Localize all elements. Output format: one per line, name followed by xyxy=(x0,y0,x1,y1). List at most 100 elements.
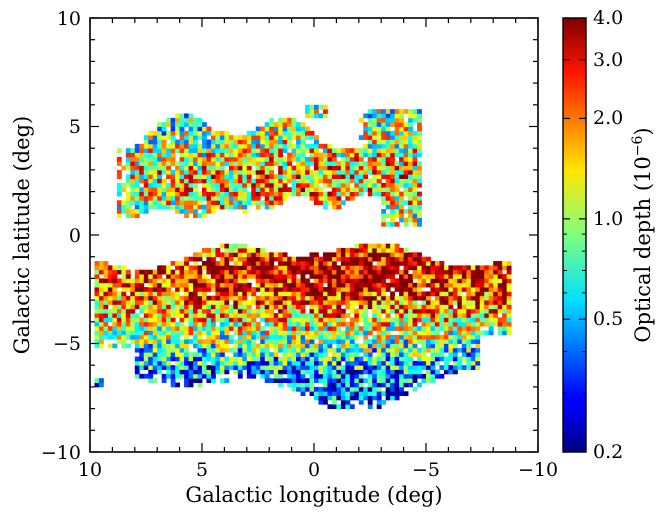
heatmap-cell xyxy=(488,274,494,279)
heatmap-cell xyxy=(475,269,481,275)
heatmap-cell xyxy=(358,295,364,301)
heatmap-cell xyxy=(327,152,333,158)
heatmap-cell xyxy=(148,204,154,210)
heatmap-cell xyxy=(237,278,243,284)
heatmap-cell xyxy=(466,339,472,344)
heatmap-cell xyxy=(233,313,239,318)
heatmap-cell xyxy=(322,304,328,310)
heatmap-cell xyxy=(497,265,503,271)
heatmap-cell xyxy=(157,195,163,201)
heatmap-cell xyxy=(233,243,239,249)
heatmap-cell xyxy=(349,373,355,379)
heatmap-cell xyxy=(443,265,449,271)
heatmap-cell xyxy=(148,308,154,314)
heatmap-cell xyxy=(112,334,118,340)
heatmap-cell xyxy=(219,352,225,357)
heatmap-cell xyxy=(116,339,122,344)
heatmap-cell xyxy=(327,373,333,379)
heatmap-cell xyxy=(175,356,180,362)
heatmap-cell xyxy=(143,148,149,153)
heatmap-cell xyxy=(475,321,481,327)
heatmap-cell xyxy=(331,265,337,271)
heatmap-cell xyxy=(139,317,145,323)
heatmap-cell xyxy=(269,165,275,171)
heatmap-cell xyxy=(287,169,292,175)
heatmap-cell xyxy=(287,135,292,140)
heatmap-cell xyxy=(130,304,136,310)
heatmap-cell xyxy=(246,169,252,175)
heatmap-cell xyxy=(242,135,248,140)
heatmap-cell xyxy=(197,326,203,331)
heatmap-cell xyxy=(242,139,248,145)
heatmap-cell xyxy=(381,365,387,370)
heatmap-cell xyxy=(219,269,225,275)
heatmap-cell xyxy=(300,308,306,314)
heatmap-cell xyxy=(94,321,100,327)
heatmap-cell xyxy=(161,278,167,284)
heatmap-cell xyxy=(134,326,140,331)
heatmap-cell xyxy=(399,143,404,149)
heatmap-cell xyxy=(318,165,324,171)
heatmap-cell xyxy=(291,386,297,392)
heatmap-cell xyxy=(417,373,422,379)
heatmap-cell xyxy=(408,330,413,336)
heatmap-cell xyxy=(139,161,145,166)
heatmap-cell xyxy=(273,161,279,166)
heatmap-cell xyxy=(331,148,337,153)
heatmap-cell xyxy=(287,295,292,301)
heatmap-cell xyxy=(291,304,297,310)
heatmap-cell xyxy=(421,274,427,279)
heatmap-cell xyxy=(202,343,207,349)
heatmap-cell xyxy=(219,313,225,318)
heatmap-cell xyxy=(188,287,194,292)
heatmap-cell xyxy=(134,300,140,305)
heatmap-cell xyxy=(242,295,248,301)
heatmap-cell xyxy=(224,287,230,292)
heatmap-cell xyxy=(331,326,337,331)
heatmap-cell xyxy=(376,326,382,331)
heatmap-cell xyxy=(349,269,355,275)
heatmap-cell xyxy=(219,204,225,210)
heatmap-cell xyxy=(457,347,463,353)
heatmap-cell xyxy=(103,317,109,323)
heatmap-cell xyxy=(287,122,292,127)
heatmap-cell xyxy=(358,317,364,323)
heatmap-cell xyxy=(340,334,346,340)
heatmap-cell xyxy=(237,187,243,192)
heatmap-cell xyxy=(148,356,154,362)
heatmap-cell xyxy=(143,352,149,357)
heatmap-cell xyxy=(269,343,275,349)
heatmap-cell xyxy=(322,308,328,314)
heatmap-cell xyxy=(179,143,185,149)
heatmap-cell xyxy=(358,248,364,253)
heatmap-cell xyxy=(439,291,445,297)
heatmap-cell xyxy=(336,278,342,284)
heatmap-cell xyxy=(98,261,104,266)
heatmap-cell xyxy=(439,308,445,314)
heatmap-cell xyxy=(166,352,172,357)
heatmap-cell xyxy=(421,317,427,323)
heatmap-cell xyxy=(327,148,333,153)
heatmap-cell xyxy=(390,360,396,366)
heatmap-cell xyxy=(210,248,216,253)
heatmap-cell xyxy=(300,386,306,392)
heatmap-cell xyxy=(273,330,279,336)
heatmap-cell xyxy=(103,326,109,331)
heatmap-cell xyxy=(300,122,306,127)
heatmap-cell xyxy=(161,161,167,166)
heatmap-cell xyxy=(336,334,342,340)
heatmap-cell xyxy=(260,165,266,171)
heatmap-cell xyxy=(443,304,449,310)
heatmap-cell xyxy=(193,156,198,162)
heatmap-cell xyxy=(134,278,140,284)
heatmap-cell xyxy=(390,113,396,119)
heatmap-cell xyxy=(143,156,149,162)
heatmap-cell xyxy=(103,313,109,318)
heatmap-cell xyxy=(215,182,221,188)
heatmap-cell xyxy=(116,269,122,275)
heatmap-cell xyxy=(233,195,239,201)
heatmap-cell xyxy=(399,269,404,275)
heatmap-cell xyxy=(497,287,503,292)
heatmap-cell xyxy=(403,391,409,396)
heatmap-cell xyxy=(260,130,266,136)
